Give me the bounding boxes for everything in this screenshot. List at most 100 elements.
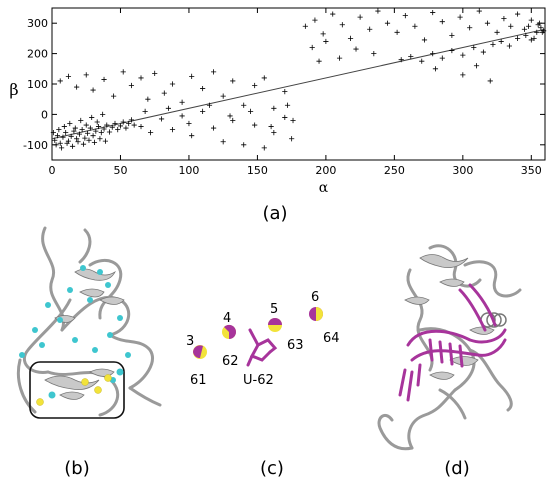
data-point [316,58,322,64]
data-point [54,133,61,139]
data-point [261,145,267,151]
data-point [421,37,428,43]
data-point [323,38,329,45]
data-point [206,102,213,108]
y-tick-label: 200 [27,48,48,61]
data-point [179,99,185,105]
data-point [460,72,466,78]
data-point [100,111,106,117]
data-point [57,140,63,146]
data-point [63,130,69,136]
data-point [471,44,477,51]
x-tick-label: 350 [521,164,542,177]
data-point [126,120,132,127]
data-point [525,23,532,29]
data-point [227,113,233,119]
data-point [494,29,500,35]
x-axis-label: α [319,180,329,196]
u62-nucleotide [246,328,278,367]
data-point [480,49,486,55]
x-tick-label: 100 [178,164,199,177]
y-tick-label: 100 [27,78,48,91]
data-point [75,139,81,145]
data-point [538,25,544,31]
data-point [430,51,436,57]
label-5: 5 [270,302,278,317]
data-point [120,69,126,75]
data-point [261,75,267,81]
data-point [271,130,277,136]
data-point [169,127,176,133]
panel-b-protein [16,226,162,419]
panel-c-nucleotides: 3 61 4 62 5 63 6 64 U-62 [186,290,340,388]
data-point [515,35,521,41]
rna-strand [398,283,507,402]
data-point [449,47,455,54]
data-point [95,123,102,130]
data-point [145,96,151,102]
data-point [508,23,514,29]
y-tick-label: 0 [41,108,48,121]
data-point [104,122,110,128]
data-point [71,128,77,134]
y-tick-label: -100 [23,139,48,152]
sphere-3 [193,345,207,359]
highlight-box [29,361,125,419]
data-point [57,78,63,84]
data-point [83,122,89,128]
x-tick-label: 50 [113,164,127,177]
data-point [138,123,144,130]
data-point [501,16,507,22]
data-point [86,137,92,143]
data-point [120,119,126,125]
data-point [367,26,373,32]
data-point [80,141,87,147]
label-62: 62 [222,354,239,369]
label-63: 63 [287,338,304,353]
data-point [101,126,107,132]
data-point [165,105,172,111]
data-point [371,51,377,57]
x-tick-label: 250 [384,164,405,177]
data-point [309,44,315,51]
data-point [210,69,217,75]
data-point [220,93,226,99]
data-point [521,26,528,32]
data-point [336,55,343,61]
data-point [430,9,436,16]
data-point [148,130,154,136]
data-point [402,13,408,19]
data-point [79,127,85,133]
data-point [467,25,473,31]
data-point [161,90,167,96]
data-point [106,129,113,135]
data-point [128,82,135,89]
sphere-6 [309,307,323,321]
data-point [74,84,80,90]
data-point [186,120,192,127]
data-point [91,139,98,145]
data-point [200,85,206,92]
data-point [460,52,466,58]
data-point [58,145,65,151]
data-point [128,117,135,123]
data-point [102,138,109,144]
data-point [189,73,195,79]
label-u62: U-62 [243,373,274,388]
data-point [76,131,82,137]
data-point [330,11,336,17]
data-point [60,134,66,140]
data-point [339,22,345,28]
data-point [112,120,118,127]
data-point [408,54,414,60]
data-point [534,29,540,35]
label-4: 4 [223,311,231,326]
data-point [252,82,258,89]
data-point [85,130,91,136]
data-point [200,108,206,114]
data-point [498,38,504,45]
data-point [131,122,137,128]
yellow-spheres [36,374,112,406]
data-point [312,17,318,23]
data-point [90,87,96,93]
